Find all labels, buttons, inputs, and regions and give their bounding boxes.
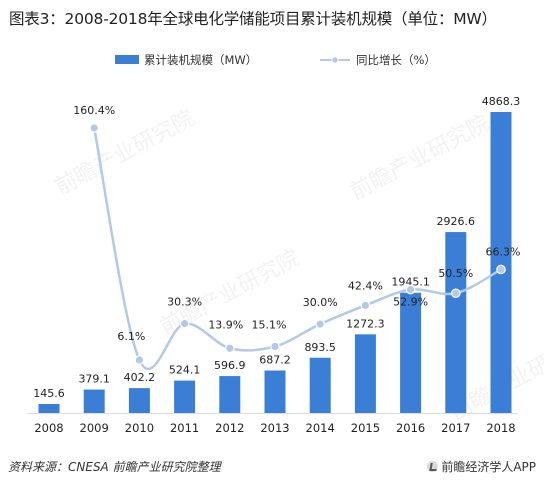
line-value-label: 30.3%	[167, 296, 202, 309]
line-marker	[450, 288, 461, 299]
line-value-label: 13.9%	[208, 318, 243, 331]
bar-value-label: 145.6	[33, 387, 65, 400]
line-value-label: 15.1%	[252, 318, 287, 331]
bars	[38, 112, 512, 413]
bar	[174, 380, 196, 413]
bar-value-label: 402.2	[124, 371, 156, 384]
bar-value-label: 1272.3	[346, 317, 385, 330]
source-note: 资料来源：CNESA 前瞻产业研究院整理	[8, 460, 221, 474]
x-tick-label: 2008	[34, 421, 63, 435]
bar-value-label: 596.9	[214, 359, 246, 372]
legend-bar-swatch	[115, 55, 139, 64]
line-marker	[496, 264, 506, 275]
line-value-label: 42.4%	[348, 279, 383, 292]
legend: 累计装机规模（MW） 同比增长（%）	[115, 53, 436, 67]
bar	[38, 403, 60, 413]
line-value-label: 66.3%	[486, 245, 521, 258]
bar-value-label: 687.2	[259, 354, 291, 367]
brand-credit: 前瞻经济学人APP	[427, 458, 536, 475]
line-value-label: 160.4%	[73, 104, 115, 117]
x-tick-label: 2009	[80, 421, 109, 435]
line-value-label: 52.9%	[393, 296, 428, 309]
line-marker	[360, 300, 371, 311]
legend-line-label: 同比增长（%）	[356, 53, 436, 67]
line-marker	[270, 341, 280, 352]
bar	[309, 357, 331, 413]
line-value-label: 6.1%	[117, 330, 145, 343]
x-tick-label: 2012	[215, 421, 244, 435]
line-marker	[225, 343, 235, 354]
bar	[264, 370, 286, 413]
line-labels: 160.4% 6.1% 30.3% 13.9% 15.1% 30.0% 42.4% 52.9%…	[73, 104, 520, 343]
watermark-text: 前瞻产业研究院	[51, 106, 199, 200]
bar	[400, 292, 422, 413]
bar-value-label: 4868.3	[482, 95, 521, 108]
x-tick-label: 2013	[260, 421, 289, 435]
line-markers	[89, 123, 506, 365]
line-marker	[179, 318, 190, 329]
line-value-label: 30.0%	[303, 296, 338, 309]
bar	[128, 388, 150, 413]
bar-value-label: 379.1	[78, 373, 110, 386]
bar	[490, 112, 512, 413]
bar	[219, 376, 241, 413]
line-marker	[89, 123, 99, 133]
bar	[445, 232, 467, 413]
bar-value-label: 2926.6	[437, 215, 476, 228]
x-tick-label: 2011	[170, 421, 199, 435]
brand-name: 前瞻经济学人APP	[441, 460, 536, 474]
bar-value-label: 893.5	[304, 341, 336, 354]
x-tick-label: 2018	[486, 421, 515, 435]
x-tick-label: 2014	[306, 421, 335, 435]
x-tick-label: 2017	[441, 421, 470, 435]
watermark-text: 前瞻产业研究院	[346, 111, 494, 205]
line-marker	[134, 355, 145, 365]
legend-line-marker	[331, 56, 339, 64]
x-tick-label: 2010	[125, 421, 154, 435]
chart-title: 图表3：2008-2018年全球电化学储能项目累计装机规模（单位：MW）	[9, 10, 497, 28]
line-marker	[315, 319, 325, 329]
x-tick-labels: 2008 2009 2010 2011 2012 2013 2014 2015 2016 2017…	[34, 421, 515, 435]
growth-line	[92, 127, 502, 371]
bar-labels: 145.6 379.1 402.2 524.1 596.9 687.2 893.5 1272.…	[33, 95, 520, 400]
line-marker	[405, 284, 416, 295]
line-value-label: 50.5%	[438, 267, 473, 280]
bar-value-label: 524.1	[169, 364, 201, 377]
bar-value-label: 1945.1	[391, 276, 430, 289]
brand-logo-icon	[427, 461, 439, 472]
bar	[83, 389, 105, 413]
bar	[354, 334, 376, 413]
x-tick-label: 2015	[351, 421, 380, 435]
legend-bar-label: 累计装机规模（MW）	[144, 53, 257, 67]
x-tick-label: 2016	[396, 421, 425, 435]
